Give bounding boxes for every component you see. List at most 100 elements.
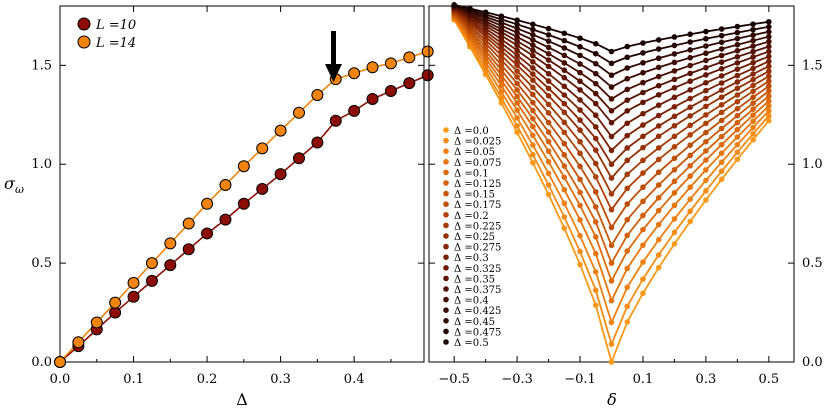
right-series-11-point — [687, 104, 693, 111]
right-series-10-point — [655, 133, 662, 140]
right-series-10-point — [703, 103, 709, 110]
right-series-6-point — [608, 242, 615, 249]
right-series-2-point — [671, 216, 678, 222]
right-series-8-point — [514, 74, 520, 80]
right-legend-label: Δ =0.425 — [454, 306, 501, 317]
right-series-9-point — [718, 101, 725, 108]
right-series-1-point — [624, 303, 631, 310]
right-series-18-point — [687, 47, 693, 53]
right-series-4-point — [530, 123, 536, 130]
right-series-6-point — [498, 67, 505, 73]
right-series-9-point — [530, 84, 536, 91]
right-series-3-point — [750, 118, 756, 125]
right-series-3-point — [561, 186, 568, 193]
right-series-0-point — [592, 302, 599, 309]
right-series-9-point — [498, 52, 505, 59]
right-y-tick-label: 1.5 — [802, 58, 823, 73]
right-series-1-point — [498, 95, 505, 101]
right-legend-marker — [443, 296, 449, 303]
right-series-7-point — [640, 184, 646, 191]
right-x-tick-label: 0.5 — [758, 372, 779, 387]
right-series-11-point — [514, 57, 520, 64]
right-series-13-point — [734, 66, 741, 73]
right-series-9-point — [734, 92, 741, 98]
right-series-14-point — [545, 63, 552, 70]
right-series-2-point — [624, 284, 631, 291]
right-series-18-point — [561, 45, 568, 51]
right-series-1-point — [655, 252, 662, 258]
right-series-4-point — [687, 173, 693, 179]
right-series-16-point — [514, 34, 520, 40]
right-series-13-point — [545, 70, 552, 77]
right-series-0-point — [624, 319, 631, 325]
right-series-18-point — [640, 60, 646, 66]
right-legend-marker — [443, 201, 449, 207]
right-legend-label: Δ =0.325 — [454, 264, 501, 275]
right-series-0-point — [514, 129, 520, 136]
right-series-0-point — [640, 290, 646, 297]
right-series-1-point — [640, 276, 646, 282]
right-series-16-point — [750, 43, 756, 49]
right-series-18-point — [703, 43, 709, 49]
right-series-2-point — [514, 115, 520, 121]
right-series-6-point — [718, 125, 725, 132]
right-series-19-point — [592, 50, 599, 57]
right-series-11-point — [561, 100, 568, 107]
right-legend-marker — [443, 328, 449, 335]
right-legend-marker — [443, 265, 449, 271]
left-series-1-point — [403, 51, 416, 64]
right-series-14-point — [561, 74, 568, 81]
right-x-tick-label: 0.3 — [696, 372, 717, 387]
right-series-2-point — [687, 196, 693, 203]
right-series-2-point — [703, 177, 709, 184]
right-series-3-point — [592, 250, 599, 257]
right-series-10-point — [561, 109, 568, 116]
left-series-1-point — [145, 257, 158, 270]
left-series-0-point — [274, 168, 287, 181]
right-series-0-point — [766, 117, 772, 124]
right-series-7-point — [561, 140, 568, 147]
right-series-18-point — [592, 60, 599, 67]
right-legend-label: Δ =0.2 — [454, 211, 489, 222]
right-x-tick-label: −0.1 — [564, 372, 596, 387]
right-series-17-point — [718, 46, 725, 52]
right-series-5-point — [687, 162, 693, 169]
right-series-18-point — [530, 31, 536, 38]
right-series-5-point — [561, 163, 568, 169]
right-series-7-point — [624, 201, 631, 207]
right-series-20-point — [750, 21, 756, 27]
right-x-tick-label: −0.5 — [438, 372, 470, 387]
right-series-4-point — [592, 234, 599, 240]
right-series-7-point — [703, 129, 709, 136]
left-series-1-point — [109, 296, 122, 309]
right-series-20-point — [671, 34, 678, 40]
right-series-15-point — [655, 82, 662, 89]
right-series-15-point — [561, 67, 568, 74]
left-series-1-point — [127, 276, 140, 289]
left-series-0-point — [329, 114, 342, 127]
right-series-17-point — [750, 37, 756, 44]
right-series-15-point — [766, 43, 772, 50]
right-series-8-point — [734, 98, 741, 105]
right-series-11-point — [640, 133, 646, 140]
right-series-9-point — [514, 68, 520, 74]
right-series-9-point — [750, 82, 756, 89]
right-series-19-point — [766, 23, 772, 30]
right-legend-marker — [443, 159, 449, 165]
right-series-19-point — [655, 46, 662, 52]
right-series-20-point — [655, 37, 662, 43]
right-series-7-point — [734, 105, 741, 112]
right-series — [451, 2, 772, 365]
right-series-12-point — [545, 78, 552, 84]
right-series-0-point — [545, 191, 552, 198]
right-series-13-point — [608, 133, 615, 140]
right-series-14-point — [514, 42, 520, 49]
right-series-2-point — [592, 269, 599, 275]
right-series-10-point — [734, 85, 741, 92]
right-series-10-point — [545, 93, 552, 99]
right-series-12-point — [671, 104, 678, 110]
right-y-tick-label: 0.0 — [802, 355, 823, 370]
right-legend-marker — [443, 286, 449, 292]
right-series-9-point — [624, 171, 631, 178]
right-series-20-point — [734, 23, 741, 30]
